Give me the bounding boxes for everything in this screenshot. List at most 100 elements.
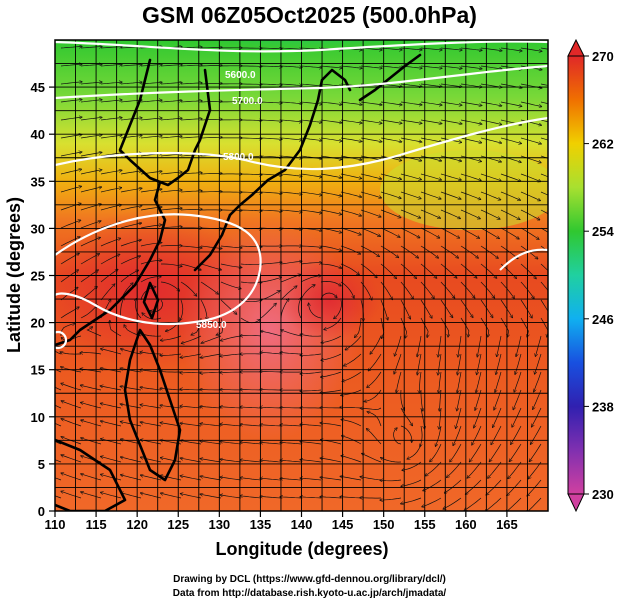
streamline [457,371,462,393]
streamline [368,353,382,371]
y-tick-label: 40 [31,127,45,142]
streamline [280,191,302,194]
streamline [380,299,388,320]
streamline [160,405,182,409]
streamline [440,65,462,68]
streamline [61,473,82,481]
streamline [280,209,302,212]
y-tick-label: 35 [31,174,45,189]
streamline [300,497,322,498]
streamline [443,497,462,509]
colorbar: 270 262 254 246 238 230 [567,38,614,513]
streamline [61,401,82,409]
streamline [340,497,362,498]
streamline [200,494,222,499]
x-axis-label: Longitude (degrees) [215,539,388,559]
streamline [240,460,262,463]
streamline [80,187,101,193]
streamline [260,390,281,391]
streamline [360,65,382,68]
credit-data: Data from http://database.rish.kyoto-u.a… [172,588,447,599]
streamline [280,460,302,463]
streamline [240,496,262,499]
streamline [200,372,222,373]
streamline [220,372,242,373]
streamline [417,353,422,375]
streamline [440,173,461,180]
philippines [123,328,182,482]
streamline [300,276,321,283]
streamline [500,281,514,298]
streamline [80,47,102,49]
streamline [241,138,262,139]
streamline [360,119,382,123]
contour-label-5800: 5800.0 [223,152,254,163]
streamline [280,119,302,122]
streamline [80,353,102,354]
streamline [260,303,276,319]
streamline [320,245,342,251]
streamline [100,188,122,193]
streamline [535,353,542,374]
streamline [60,220,81,229]
streamline [460,83,482,87]
korea-coastline [158,68,212,187]
x-tick-label: 140 [291,517,313,532]
streamline [260,371,282,372]
streamline [532,407,542,427]
streamline [160,372,181,373]
streamline [436,425,442,446]
warm-core-east [280,260,380,340]
streamline [540,299,548,312]
streamline [55,441,62,445]
streamline [260,442,282,445]
borneo [55,438,127,511]
streamline [460,227,479,238]
streamline [520,47,542,51]
streamline [340,137,362,142]
streamline [60,352,81,354]
streamline [55,404,62,409]
streamline [320,119,342,123]
streamline [200,353,222,358]
streamline [220,407,242,408]
streamline [321,371,342,377]
streamline [380,317,384,338]
streamline [528,461,542,479]
streamline [110,321,122,337]
streamline [180,406,202,409]
streamline [476,371,482,392]
x-tick-label: 125 [167,517,189,532]
streamline [300,101,322,104]
streamline [320,458,342,463]
streamline [200,299,207,320]
streamline [100,153,122,157]
streamline [180,458,202,463]
streamline [240,478,262,481]
streamline [500,137,521,144]
contour-label-group: 5600.0 5700.0 5800.0 5850.0 [196,70,263,331]
streamline [420,407,425,429]
streamline [520,155,541,163]
streamline [540,191,548,196]
streamline [261,331,282,337]
streamline [540,155,548,159]
x-tick-label: 165 [496,517,518,532]
streamline [460,155,481,162]
streamline [220,477,242,481]
streamline [540,263,548,271]
streamline [300,460,322,463]
streamline [300,390,322,391]
streamline [496,353,502,374]
streamline [81,385,102,391]
streamline [300,424,322,427]
streamline [340,407,362,408]
streamline [380,101,402,105]
streamline [355,317,362,337]
streamline [380,65,402,68]
streamline [420,191,441,199]
streamline [101,457,122,463]
streamline [440,119,462,124]
streamline [180,389,202,390]
streamline [241,102,262,103]
